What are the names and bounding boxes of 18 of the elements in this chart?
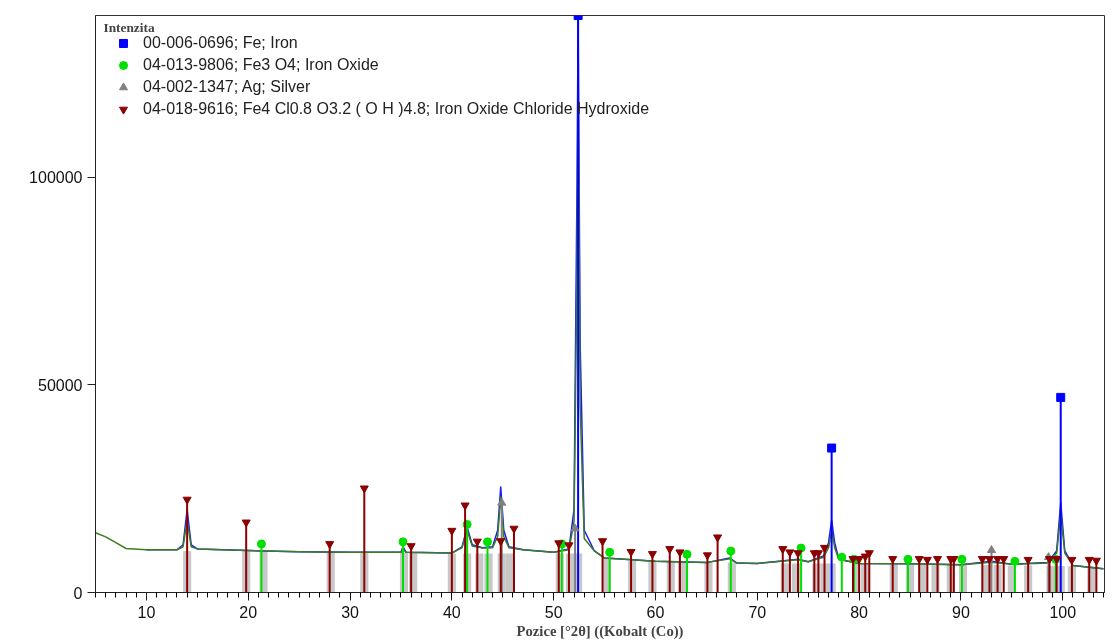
y-tick-label: 100000 — [29, 169, 83, 187]
x-tick-label: 40 — [442, 603, 461, 621]
x-tick-label: 100 — [1049, 603, 1077, 621]
y-tick-label: 0 — [73, 584, 83, 602]
x-tick-label: 80 — [850, 603, 869, 621]
x-axis-title: Pozice [°2θ] ((Kobalt (Co)) — [516, 622, 684, 640]
y-axis-title: Intenzita — [103, 19, 155, 35]
legend-label: 04-002-1347; Ag; Silver — [143, 78, 311, 96]
x-tick-label: 20 — [239, 603, 258, 621]
x-tick-label: 10 — [137, 603, 156, 621]
legend-label: 04-013-9806; Fe3 O4; Iron Oxide — [143, 56, 379, 74]
y-tick-label: 50000 — [38, 376, 83, 394]
x-tick-label: 50 — [544, 603, 563, 621]
legend-label: 00-006-0696; Fe; Iron — [143, 34, 298, 52]
x-tick-label: 60 — [646, 603, 665, 621]
x-tick-label: 30 — [341, 603, 360, 621]
x-tick-label: 90 — [952, 603, 970, 621]
x-tick-label: 70 — [748, 603, 767, 621]
